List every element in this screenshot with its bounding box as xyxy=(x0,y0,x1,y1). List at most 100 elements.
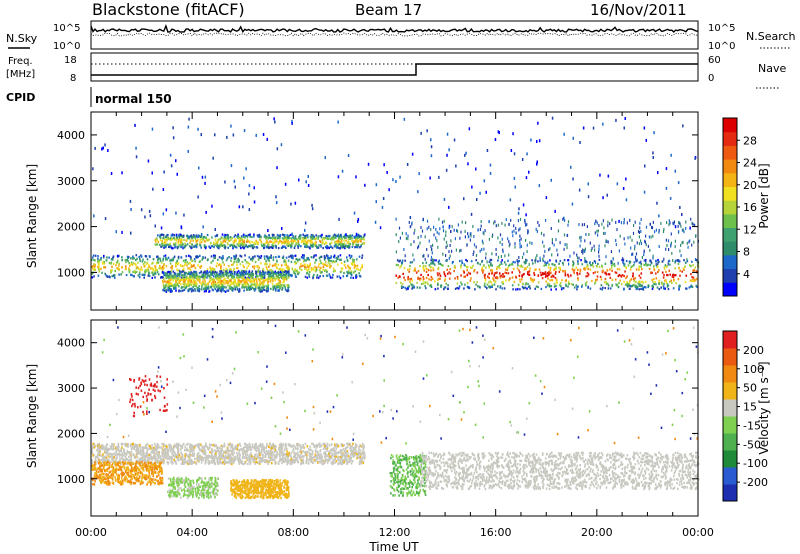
power-cell xyxy=(587,267,589,271)
power-cell xyxy=(246,238,249,241)
power-cell xyxy=(215,265,218,268)
power-cell xyxy=(209,266,211,269)
power-cell xyxy=(625,283,628,286)
power-cell xyxy=(245,240,248,243)
power-cell xyxy=(162,188,165,191)
power-cell xyxy=(304,243,306,246)
power-cell xyxy=(562,217,564,221)
power-cell xyxy=(201,283,204,286)
power-cell xyxy=(175,159,177,163)
power-cell xyxy=(519,239,521,242)
power-cell xyxy=(624,283,627,286)
power-cell xyxy=(513,280,516,283)
power-cell xyxy=(220,256,223,259)
power-cell xyxy=(258,273,261,276)
power-cell xyxy=(672,274,674,277)
power-cell xyxy=(573,271,575,274)
power-cell xyxy=(157,257,160,260)
power-cell xyxy=(241,279,244,282)
power-cell xyxy=(485,266,487,269)
power-cell xyxy=(141,260,144,263)
power-cell xyxy=(270,256,272,259)
power-cell xyxy=(652,220,654,224)
power-cell xyxy=(691,279,694,282)
power-cell xyxy=(276,201,278,205)
power-cell xyxy=(513,176,516,180)
power-cell xyxy=(219,275,221,278)
power-cell xyxy=(202,277,204,280)
power-cell xyxy=(255,133,257,137)
power-cell xyxy=(355,244,357,247)
power-cell xyxy=(341,237,343,240)
power-cell xyxy=(436,239,438,243)
power-cell xyxy=(112,274,115,277)
power-cell xyxy=(529,241,531,245)
power-cell xyxy=(222,271,224,274)
power-cell xyxy=(347,235,350,238)
power-cell xyxy=(251,270,254,273)
power-cell xyxy=(195,285,198,288)
power-cell xyxy=(674,274,677,277)
power-cell xyxy=(486,283,489,286)
power-cell xyxy=(355,241,357,244)
power-cell xyxy=(267,282,269,285)
power-cell xyxy=(157,240,160,244)
power-cell xyxy=(249,288,252,291)
power-cell xyxy=(203,275,205,278)
power-cell xyxy=(174,284,177,287)
power-cell xyxy=(191,246,193,249)
power-cell xyxy=(224,180,226,184)
power-cell xyxy=(470,212,473,216)
power-cell xyxy=(403,248,405,251)
power-cell xyxy=(424,281,427,284)
power-cell xyxy=(276,266,278,270)
power-cell xyxy=(220,279,222,282)
power-cell xyxy=(477,228,479,232)
power-cell xyxy=(550,271,552,274)
power-cell xyxy=(685,220,687,224)
power-cell xyxy=(170,258,173,261)
power-cell xyxy=(577,268,579,271)
power-cell xyxy=(580,259,582,262)
power-cell xyxy=(251,241,253,244)
power-cell xyxy=(383,163,385,167)
power-cell xyxy=(260,240,263,243)
power-cell xyxy=(259,274,261,277)
velocity-cell xyxy=(209,461,211,464)
power-cell xyxy=(674,274,676,277)
power-cell xyxy=(233,273,236,276)
power-cell xyxy=(315,237,317,240)
power-cell xyxy=(328,246,330,250)
power-cell xyxy=(287,272,290,275)
power-cell xyxy=(430,228,432,232)
power-cell xyxy=(115,264,117,267)
power-cell xyxy=(551,279,553,282)
power-cell xyxy=(470,234,472,238)
power-cell xyxy=(362,236,365,239)
power-cell xyxy=(320,262,322,265)
power-cell xyxy=(655,283,657,286)
power-cell xyxy=(222,268,225,271)
power-cell xyxy=(262,273,264,276)
power-cell xyxy=(180,241,182,244)
power-cell xyxy=(306,265,309,268)
power-cell xyxy=(163,236,165,239)
power-cell xyxy=(338,243,341,246)
power-cell xyxy=(683,230,685,234)
power-cell xyxy=(633,278,635,281)
power-cell xyxy=(525,176,528,180)
power-cell xyxy=(660,286,662,289)
power-cell xyxy=(306,276,309,279)
power-cell xyxy=(295,257,298,261)
power-cell xyxy=(326,244,328,248)
power-cell xyxy=(402,272,404,275)
power-cell xyxy=(445,254,447,257)
power-cell xyxy=(304,234,307,237)
power-cell xyxy=(576,256,579,260)
power-cell xyxy=(169,242,171,245)
power-cell xyxy=(598,224,600,227)
power-cell xyxy=(332,238,335,241)
power-cell xyxy=(204,286,207,289)
power-cell xyxy=(467,271,470,274)
velocity-cell xyxy=(249,458,251,461)
